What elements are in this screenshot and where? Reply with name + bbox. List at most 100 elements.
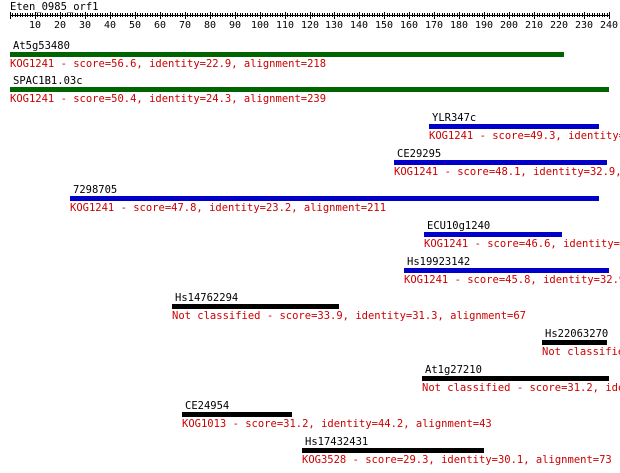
axis-tick <box>324 13 325 17</box>
axis-tick <box>339 13 340 17</box>
axis-tick <box>532 13 533 17</box>
axis-tick <box>140 13 141 17</box>
axis-tick <box>172 13 173 17</box>
axis-tick <box>212 13 213 17</box>
hit-bar[interactable] <box>404 268 609 273</box>
axis-tick <box>15 13 16 17</box>
axis-tick <box>282 13 283 17</box>
hit-bar[interactable] <box>302 448 484 453</box>
axis-tick <box>549 13 550 17</box>
axis-tick <box>177 13 178 17</box>
hit-description: Not classified - score=33.9, identity=31… <box>172 310 527 322</box>
axis-tick <box>287 13 288 17</box>
axis-tick <box>40 13 41 17</box>
axis-tick <box>252 13 253 17</box>
axis-tick <box>322 13 323 17</box>
hit-name[interactable]: At5g53480 <box>13 40 70 52</box>
axis-tick <box>10 12 11 19</box>
hit-name[interactable]: Hs19923142 <box>407 256 471 268</box>
axis-tick <box>514 13 515 17</box>
axis-tick <box>235 12 236 19</box>
axis-tick <box>582 13 583 17</box>
hit-name[interactable]: SPAC1B1.03c <box>13 75 83 87</box>
axis-tick <box>90 13 91 17</box>
axis-tick <box>519 13 520 17</box>
axis-tick <box>389 13 390 17</box>
hit-bar[interactable] <box>10 52 564 57</box>
axis-tick <box>247 13 248 17</box>
axis-tick <box>37 13 38 17</box>
axis-tick <box>42 13 43 17</box>
hit-description: KOG1241 - score=45.8, identity=32.9, <box>404 274 620 286</box>
axis-tick <box>474 13 475 17</box>
axis-tick <box>110 12 111 19</box>
hit-name[interactable]: Hs22063270 <box>545 328 609 340</box>
axis-tick-label: 130 <box>324 20 344 31</box>
axis-tick <box>544 13 545 17</box>
axis-tick-label: 180 <box>449 20 469 31</box>
axis-tick <box>155 13 156 17</box>
axis-tick <box>447 13 448 17</box>
hit-bar[interactable] <box>182 412 292 417</box>
axis-tick <box>222 13 223 17</box>
axis-tick-label: 20 <box>53 20 67 31</box>
axis-tick <box>572 13 573 17</box>
axis-tick <box>120 13 121 17</box>
axis-tick-label: 160 <box>399 20 419 31</box>
axis-tick <box>57 13 58 17</box>
axis-tick <box>397 13 398 17</box>
hit-bar[interactable] <box>394 160 607 165</box>
axis-tick <box>522 13 523 17</box>
axis-tick <box>310 12 311 19</box>
hit-name[interactable]: At1g27210 <box>425 364 482 376</box>
axis-tick <box>75 13 76 17</box>
axis-tick <box>60 12 61 19</box>
hit-name[interactable]: Hs17432431 <box>305 436 369 448</box>
axis-tick <box>117 13 118 17</box>
axis-tick <box>130 13 131 17</box>
axis-tick <box>62 13 63 17</box>
axis-tick <box>230 13 231 17</box>
hit-bar[interactable] <box>542 340 607 345</box>
hit-bar[interactable] <box>10 87 609 92</box>
axis-tick <box>182 13 183 17</box>
axis-tick <box>170 13 171 17</box>
axis-tick <box>220 13 221 17</box>
axis-tick <box>517 13 518 17</box>
axis-tick <box>334 12 335 19</box>
axis-tick <box>232 13 233 17</box>
axis-tick <box>305 13 306 17</box>
hit-name[interactable]: CE29295 <box>397 148 442 160</box>
axis-tick <box>205 13 206 17</box>
hit-name[interactable]: Hs14762294 <box>175 292 239 304</box>
hit-name[interactable]: 7298705 <box>73 184 118 196</box>
hit-name[interactable]: ECU10g1240 <box>427 220 491 232</box>
axis-tick <box>207 13 208 17</box>
axis-tick-label: 100 <box>250 20 270 31</box>
axis-tick <box>202 13 203 17</box>
axis-tick-label: 110 <box>275 20 295 31</box>
hit-bar[interactable] <box>424 232 562 237</box>
axis-tick <box>367 13 368 17</box>
axis-tick <box>52 13 53 17</box>
hit-name[interactable]: YLR347c <box>432 112 477 124</box>
hit-bar[interactable] <box>172 304 339 309</box>
axis-tick <box>422 13 423 17</box>
hit-description: KOG1241 - score=46.6, identity=38 <box>424 238 620 250</box>
axis-tick <box>429 13 430 17</box>
axis-tick <box>332 13 333 17</box>
axis-tick <box>100 13 101 17</box>
axis-tick <box>364 13 365 17</box>
axis-tick <box>105 13 106 17</box>
axis-tick <box>352 13 353 17</box>
axis-tick <box>419 13 420 17</box>
hit-name[interactable]: CE24954 <box>185 400 230 412</box>
axis-tick <box>277 13 278 17</box>
hit-bar[interactable] <box>70 196 599 201</box>
hit-bar[interactable] <box>429 124 599 129</box>
axis-tick <box>347 13 348 17</box>
axis-tick <box>564 13 565 17</box>
hit-bar[interactable] <box>422 376 609 381</box>
axis-tick <box>50 13 51 17</box>
hit-description: KOG1241 - score=48.1, identity=32.9, a <box>394 166 620 178</box>
